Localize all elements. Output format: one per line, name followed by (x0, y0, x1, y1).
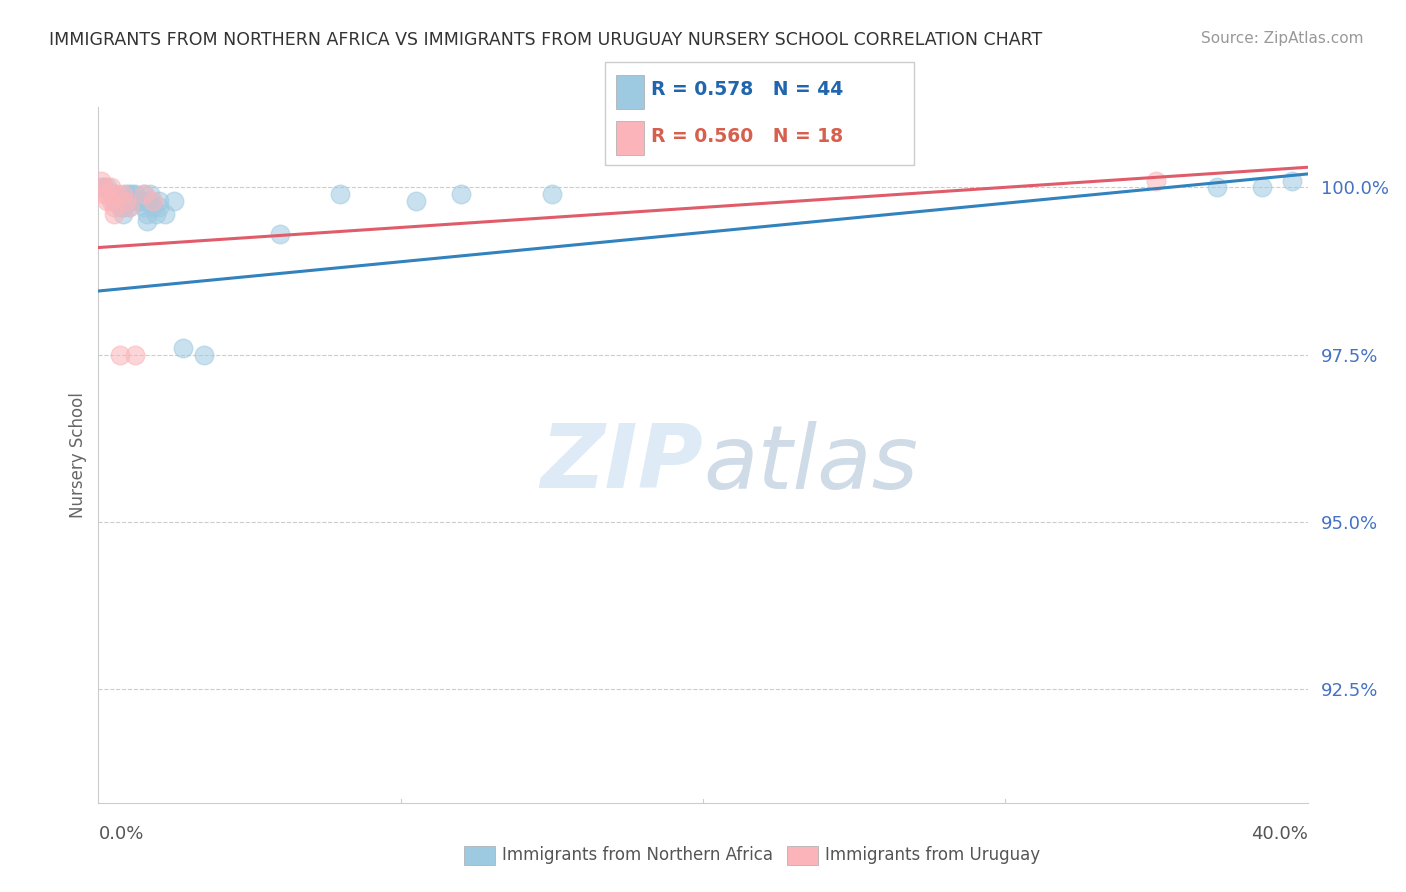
Point (145, 207, 167, 221)
Point (93, 180, 115, 194)
Point (108, 200, 131, 214)
Point (139, 194, 162, 208)
Point (329, 186, 352, 201)
Point (142, 194, 165, 208)
Point (103, 207, 125, 221)
Point (90, 180, 112, 194)
Point (118, 194, 141, 208)
Y-axis label: Nursery School: Nursery School (69, 392, 87, 518)
Point (135, 207, 157, 221)
Point (1251, 180, 1274, 194)
Text: R = 0.560   N = 18: R = 0.560 N = 18 (651, 127, 844, 145)
Point (96, 194, 118, 208)
Point (118, 200, 141, 214)
Point (1206, 180, 1229, 194)
Point (148, 200, 170, 214)
Point (129, 194, 152, 208)
Point (193, 347, 215, 361)
Point (172, 341, 194, 355)
Point (135, 213, 157, 227)
Point (142, 200, 165, 214)
Text: 40.0%: 40.0% (1251, 825, 1308, 843)
Point (139, 186, 162, 201)
Point (121, 186, 143, 201)
Point (153, 207, 176, 221)
Point (93, 186, 115, 201)
Point (132, 186, 155, 201)
Point (132, 194, 155, 208)
Point (132, 200, 155, 214)
Point (124, 186, 146, 201)
Point (96, 186, 118, 201)
Point (127, 194, 149, 208)
Point (90, 174, 112, 188)
Point (405, 194, 427, 208)
Point (96, 180, 118, 194)
Point (124, 347, 146, 361)
Point (93, 180, 115, 194)
Point (103, 186, 125, 201)
Point (540, 186, 562, 201)
Text: IMMIGRANTS FROM NORTHERN AFRICA VS IMMIGRANTS FROM URUGUAY NURSERY SCHOOL CORREL: IMMIGRANTS FROM NORTHERN AFRICA VS IMMIG… (49, 31, 1042, 49)
Text: Source: ZipAtlas.com: Source: ZipAtlas.com (1201, 31, 1364, 46)
Text: Immigrants from Northern Africa: Immigrants from Northern Africa (502, 846, 773, 863)
Point (100, 194, 122, 208)
Point (148, 194, 170, 208)
Point (114, 194, 136, 208)
Point (105, 194, 128, 208)
Text: R = 0.578   N = 44: R = 0.578 N = 44 (651, 79, 844, 99)
Point (100, 186, 122, 201)
Point (163, 194, 186, 208)
Point (108, 347, 131, 361)
Point (103, 194, 125, 208)
Point (105, 186, 128, 201)
Point (450, 186, 472, 201)
Point (111, 186, 134, 201)
Point (269, 227, 291, 241)
Point (132, 186, 155, 201)
Text: ZIP: ZIP (540, 420, 703, 508)
Point (1144, 174, 1167, 188)
Point (1281, 174, 1303, 188)
Point (103, 200, 125, 214)
Text: 0.0%: 0.0% (98, 825, 143, 843)
Point (114, 194, 136, 208)
Point (100, 180, 122, 194)
Point (111, 200, 134, 214)
Text: Immigrants from Uruguay: Immigrants from Uruguay (825, 846, 1040, 863)
Text: atlas: atlas (703, 421, 918, 507)
Point (124, 194, 146, 208)
Point (118, 200, 141, 214)
Point (118, 186, 141, 201)
Point (114, 186, 136, 201)
Point (108, 194, 131, 208)
Point (111, 207, 134, 221)
